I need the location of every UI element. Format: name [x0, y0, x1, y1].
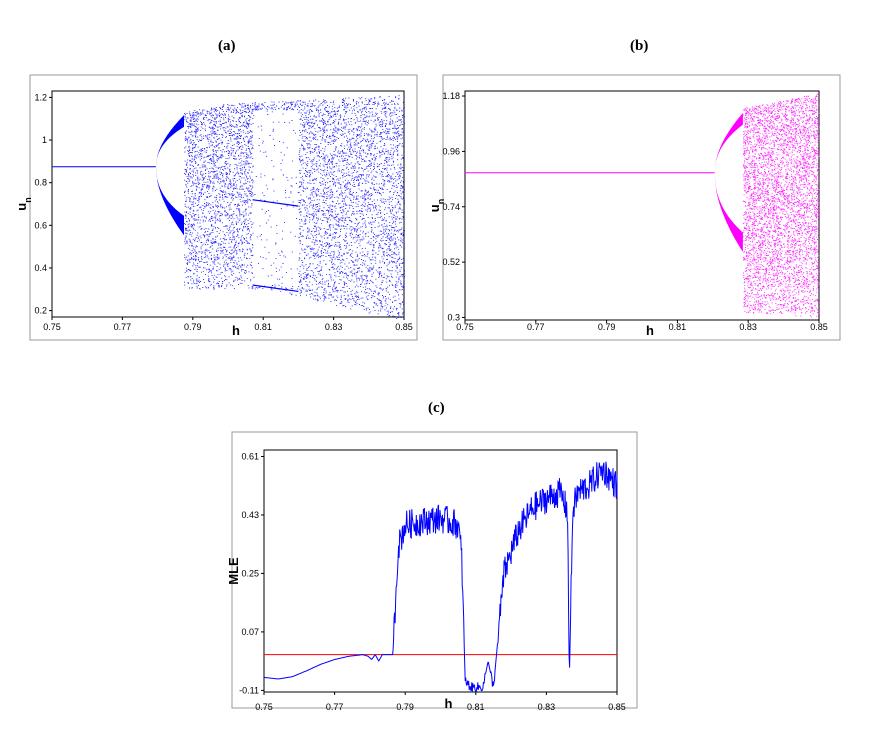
lower-branch	[714, 172, 743, 252]
y-axis-label: MLE	[226, 557, 241, 585]
bifurcation-points	[52, 95, 405, 319]
x-tick-label: 0.75	[255, 702, 273, 712]
y-axis-label: un	[14, 197, 33, 210]
x-tick-label: 0.83	[739, 322, 757, 332]
panel-a-label: (a)	[218, 38, 236, 54]
y-tick-label: 0.96	[442, 146, 460, 156]
window-orbit	[252, 284, 299, 293]
plot-frame	[464, 90, 820, 321]
outer-frame	[231, 431, 638, 709]
x-tick-label: 0.85	[395, 322, 413, 332]
plot-frame	[263, 449, 618, 693]
y-tick-label: 0.43	[241, 510, 259, 520]
x-tick-label: 0.83	[325, 322, 343, 332]
x-tick-label: 0.85	[608, 702, 626, 712]
x-tick-label: 0.79	[184, 322, 202, 332]
y-tick-label: 0.52	[442, 257, 460, 267]
bifurcation-points	[465, 93, 820, 318]
x-tick-label: 0.77	[114, 322, 132, 332]
y-tick-label: 0.4	[34, 263, 47, 273]
x-tick-label: 0.75	[43, 322, 61, 332]
x-axis-label: h	[646, 323, 654, 338]
panel-c-label: (c)	[428, 400, 445, 416]
x-tick-label: 0.85	[810, 322, 828, 332]
x-tick-label: 0.79	[396, 702, 414, 712]
outer-frame	[29, 74, 418, 341]
x-tick-label: 0.77	[326, 702, 344, 712]
x-tick-label: 0.79	[598, 322, 616, 332]
x-tick-label: 0.81	[254, 322, 272, 332]
x-tick-label: 0.77	[527, 322, 545, 332]
y-tick-label: 0.6	[34, 220, 47, 230]
panel-a: 0.75 0.77 0.79 0.81 0.83 0.850.20.40.60.811.2…	[14, 74, 418, 341]
y-tick-label: 0.25	[241, 568, 259, 578]
panel-c: 0.75 0.77 0.79 0.81 0.83 0.85 -0.11 0.07 0.25 0.4…	[226, 431, 638, 712]
y-tick-label: 0.61	[241, 451, 259, 461]
x-tick-label: 0.81	[467, 702, 485, 712]
x-axis-label: h	[232, 323, 240, 338]
y-tick-label: 1.18	[442, 91, 460, 101]
y-axis-label: un	[427, 199, 446, 212]
x-tick-label: 0.81	[669, 322, 687, 332]
plot-frame	[51, 90, 405, 318]
x-tick-label: 0.83	[538, 702, 556, 712]
panel-b: 0.75 0.77 0.79 0.81 0.83 0.85 0.3 0.52 0.74 0.96 1…	[427, 74, 841, 341]
chaotic-scatter	[184, 95, 405, 319]
y-tick-label: -0.11	[239, 685, 259, 695]
x-axis-label: h	[445, 696, 453, 711]
y-tick-label: 0.74	[442, 202, 460, 212]
x-tick-label: 0.75	[456, 322, 474, 332]
panel-b-label: (b)	[630, 38, 649, 54]
chaotic-scatter	[742, 93, 820, 318]
lower-branch	[155, 166, 184, 236]
window-orbit	[252, 199, 299, 207]
y-tick-label: 0.3	[447, 312, 460, 322]
y-tick-label: 0.8	[34, 178, 47, 188]
upper-branch	[714, 112, 743, 174]
y-tick-label: 1.2	[34, 92, 47, 102]
y-tick-label: 0.07	[241, 627, 259, 637]
upper-branch	[155, 115, 184, 167]
mle-series-line	[264, 461, 618, 692]
y-tick-label: 0.2	[34, 306, 47, 316]
y-tick-label: 1	[42, 135, 47, 145]
